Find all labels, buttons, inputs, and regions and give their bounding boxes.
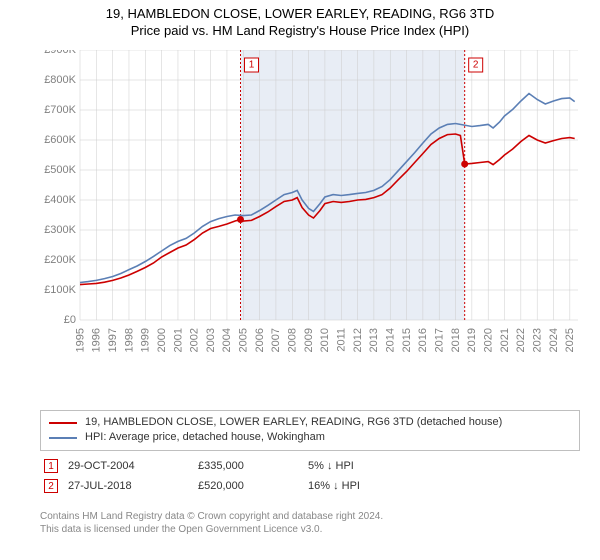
legend-label: HPI: Average price, detached house, Woki… xyxy=(85,430,325,445)
svg-text:2016: 2016 xyxy=(417,328,429,352)
svg-text:£700K: £700K xyxy=(44,104,76,116)
sale-price: £335,000 xyxy=(194,456,304,476)
svg-text:2006: 2006 xyxy=(254,328,266,352)
svg-text:£100K: £100K xyxy=(44,284,76,296)
svg-text:£400K: £400K xyxy=(44,194,76,206)
sale-row: 2 27-JUL-2018£520,00016% ↓ HPI xyxy=(40,476,580,496)
sale-vs-hpi: 16% ↓ HPI xyxy=(304,476,580,496)
svg-text:2025: 2025 xyxy=(564,328,576,352)
svg-text:1997: 1997 xyxy=(107,328,119,352)
legend-swatch xyxy=(49,422,77,424)
svg-text:£300K: £300K xyxy=(44,224,76,236)
svg-text:2011: 2011 xyxy=(336,328,348,352)
sale-date: 27-JUL-2018 xyxy=(64,476,194,496)
svg-text:2008: 2008 xyxy=(287,328,299,352)
svg-text:2017: 2017 xyxy=(434,328,446,352)
svg-text:1996: 1996 xyxy=(91,328,103,352)
sale-marker-icon: 1 xyxy=(44,459,58,473)
svg-text:2015: 2015 xyxy=(401,328,413,352)
legend-swatch xyxy=(49,437,77,439)
title-sub: Price paid vs. HM Land Registry's House … xyxy=(0,23,600,38)
title-main: 19, HAMBLEDON CLOSE, LOWER EARLEY, READI… xyxy=(0,6,600,21)
svg-text:2000: 2000 xyxy=(156,328,168,352)
legend-row: 19, HAMBLEDON CLOSE, LOWER EARLEY, READI… xyxy=(49,415,571,430)
chart-titles: 19, HAMBLEDON CLOSE, LOWER EARLEY, READI… xyxy=(0,0,600,38)
svg-text:2009: 2009 xyxy=(303,328,315,352)
footer-line-2: This data is licensed under the Open Gov… xyxy=(40,523,580,536)
svg-text:2020: 2020 xyxy=(482,328,494,352)
svg-text:2014: 2014 xyxy=(385,328,397,352)
svg-text:£200K: £200K xyxy=(44,254,76,266)
svg-text:£900K: £900K xyxy=(44,50,76,56)
sale-vs-hpi: 5% ↓ HPI xyxy=(304,456,580,476)
svg-text:2023: 2023 xyxy=(531,328,543,352)
chart-svg: £0 £100K £200K £300K £400K £500K £600K £700K £80… xyxy=(40,50,580,380)
svg-text:2: 2 xyxy=(473,60,479,71)
svg-text:2003: 2003 xyxy=(205,328,217,352)
svg-text:2010: 2010 xyxy=(319,328,331,352)
footer-attribution: Contains HM Land Registry data © Crown c… xyxy=(40,510,580,536)
svg-text:2021: 2021 xyxy=(499,328,511,352)
svg-text:£500K: £500K xyxy=(44,164,76,176)
svg-text:1998: 1998 xyxy=(123,328,135,352)
svg-text:£800K: £800K xyxy=(44,74,76,86)
legend-box: 19, HAMBLEDON CLOSE, LOWER EARLEY, READI… xyxy=(40,410,580,451)
sale-marker-icon: 2 xyxy=(44,479,58,493)
svg-text:2004: 2004 xyxy=(221,328,233,352)
svg-text:2019: 2019 xyxy=(466,328,478,352)
sale-price: £520,000 xyxy=(194,476,304,496)
svg-text:1: 1 xyxy=(249,60,255,71)
footer-line-1: Contains HM Land Registry data © Crown c… xyxy=(40,510,580,523)
svg-text:2002: 2002 xyxy=(189,328,201,352)
sale-row: 1 29-OCT-2004£335,0005% ↓ HPI xyxy=(40,456,580,476)
svg-text:2005: 2005 xyxy=(238,328,250,352)
sale-date: 29-OCT-2004 xyxy=(64,456,194,476)
legend-row: HPI: Average price, detached house, Woki… xyxy=(49,430,571,445)
svg-text:2013: 2013 xyxy=(368,328,380,352)
svg-text:2007: 2007 xyxy=(270,328,282,352)
svg-text:2022: 2022 xyxy=(515,328,527,352)
svg-text:1999: 1999 xyxy=(140,328,152,352)
svg-text:2012: 2012 xyxy=(352,328,364,352)
sales-table: 1 29-OCT-2004£335,0005% ↓ HPI 2 27-JUL-2018… xyxy=(40,456,580,496)
svg-text:2018: 2018 xyxy=(450,328,462,352)
svg-text:£600K: £600K xyxy=(44,134,76,146)
svg-text:£0: £0 xyxy=(64,314,76,326)
legend-label: 19, HAMBLEDON CLOSE, LOWER EARLEY, READI… xyxy=(85,415,502,430)
svg-text:2001: 2001 xyxy=(172,328,184,352)
svg-text:1995: 1995 xyxy=(74,328,86,352)
chart-area: £0 £100K £200K £300K £400K £500K £600K £700K £80… xyxy=(40,50,580,380)
svg-text:2024: 2024 xyxy=(548,328,560,352)
